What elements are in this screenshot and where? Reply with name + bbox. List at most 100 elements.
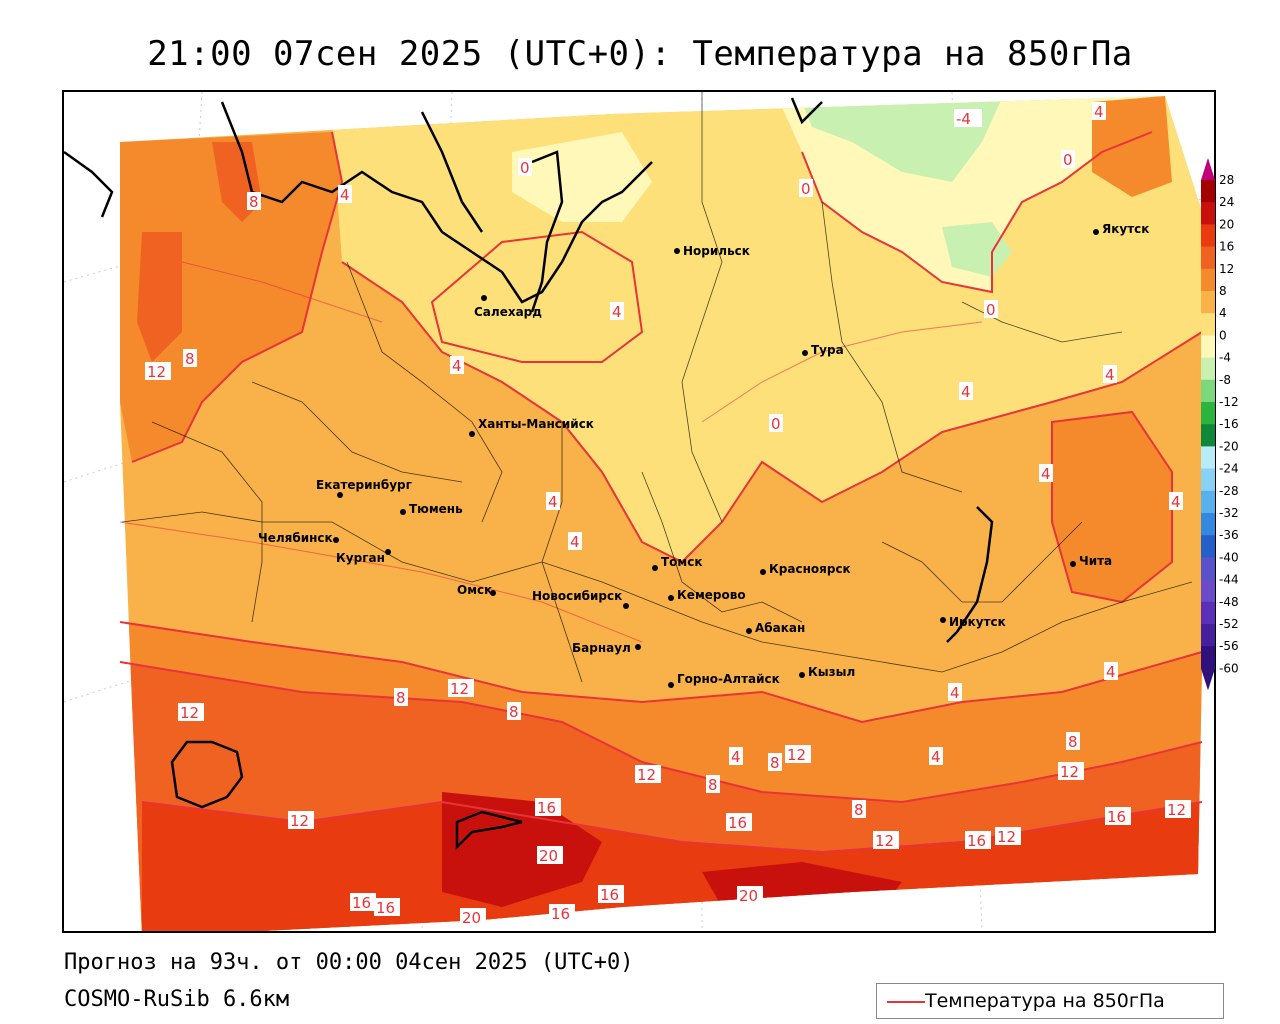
colorbar-tick-label: -52	[1219, 617, 1239, 631]
city-label: Тюмень	[409, 502, 463, 516]
isotherm-label: 4	[948, 683, 962, 702]
city-barnaul: Барнаул	[572, 641, 641, 655]
colorbar-tick-label: -44	[1219, 573, 1239, 587]
svg-text:4: 4	[612, 303, 622, 321]
colorbar-swatch	[1201, 291, 1215, 314]
colorbar-swatch	[1201, 468, 1215, 492]
isotherm-label: 0	[518, 158, 532, 177]
colorbar-max-arrow	[1201, 158, 1215, 180]
city-kurgan: Курган	[336, 549, 391, 565]
colorbar-swatch	[1201, 424, 1215, 447]
coastline	[64, 97, 994, 851]
isotherm-label: 4	[1104, 662, 1118, 681]
isotherm-label: 12	[145, 362, 171, 381]
model-name: COSMO-RuSib 6.6км	[64, 987, 290, 1012]
city-label: Норильск	[683, 244, 750, 258]
city-tura: Тура	[802, 343, 844, 357]
isotherm-label: 4	[546, 492, 560, 511]
svg-text:4: 4	[950, 684, 960, 702]
colorbar-swatch	[1201, 246, 1215, 270]
colorbar-tick-label: -28	[1219, 484, 1239, 498]
svg-text:20: 20	[462, 909, 481, 927]
isotherm-label: 20	[537, 846, 563, 865]
isotherm-label: 16	[598, 885, 624, 904]
svg-text:8: 8	[396, 689, 406, 707]
svg-text:8: 8	[509, 703, 519, 721]
isotherm-label: 0	[1061, 150, 1075, 169]
isotherm-label: 12	[288, 811, 314, 830]
isotherm-label: 16	[374, 898, 400, 917]
isotherm-label: 8	[1066, 732, 1080, 751]
colorbar-tick-label: -60	[1219, 661, 1239, 675]
isotherm-label: 4	[959, 382, 973, 401]
svg-text:12: 12	[180, 704, 199, 722]
isotherm-label: 16	[1105, 807, 1131, 826]
svg-text:4: 4	[1094, 103, 1104, 121]
colorbar-swatch	[1201, 268, 1215, 292]
city-label: Томск	[661, 555, 703, 569]
svg-text:12: 12	[637, 766, 656, 784]
colorbar-swatch	[1201, 446, 1215, 470]
city-chita: Чита	[1070, 554, 1112, 568]
city-label: Челябинск	[258, 531, 333, 545]
colorbar-swatch	[1201, 579, 1215, 603]
svg-text:0: 0	[801, 180, 811, 198]
svg-text:16: 16	[967, 832, 986, 850]
city-chelyabinsk: Челябинск	[258, 531, 339, 545]
svg-text:4: 4	[548, 493, 558, 511]
svg-text:20: 20	[539, 847, 558, 865]
isotherm-label: 0	[799, 179, 813, 198]
temperature-colorbar: 28 24 20 16 12 8 4 0 -4 -8 -12 -16 -20 -24 -28 -32 -36 -4…	[1201, 158, 1239, 690]
colorbar-swatch	[1201, 313, 1215, 336]
isotherm-label: 12	[785, 745, 811, 764]
svg-text:12: 12	[997, 828, 1016, 846]
colorbar-tick-label: -20	[1219, 439, 1239, 453]
city-tomsk: Томск	[652, 555, 703, 571]
colorbar-swatch	[1201, 202, 1215, 225]
city-label: Чита	[1079, 554, 1112, 568]
svg-text:0: 0	[1063, 151, 1073, 169]
map-title: 21:00 07сен 2025 (UTC+0): Температура на…	[147, 34, 1133, 74]
colorbar-tick-label: 16	[1219, 240, 1234, 254]
city-khanty-mansiysk: Ханты-Мансийск	[469, 417, 594, 437]
colorbar-tick-label: -16	[1219, 417, 1239, 431]
isotherm-label: 8	[507, 702, 521, 721]
city-label: Абакан	[755, 621, 805, 635]
svg-text:16: 16	[728, 814, 747, 832]
isotherm-label: 4	[1103, 365, 1117, 384]
colorbar-tick-label: 4	[1219, 306, 1227, 320]
svg-text:-4: -4	[956, 110, 971, 128]
colorbar-swatch	[1201, 379, 1215, 403]
colorbar-swatch	[1201, 490, 1215, 514]
svg-text:4: 4	[931, 748, 941, 766]
isotherm-label: 0	[769, 414, 783, 433]
isotherm-label: 8	[852, 800, 866, 819]
isotherm-label: 0	[984, 300, 998, 319]
temperature-map: Норильск Якутск Салехард Тура Ханты-Манс…	[62, 90, 1216, 933]
isotherm-label: 4	[450, 356, 464, 375]
svg-text:16: 16	[1107, 808, 1126, 826]
city-label: Курган	[336, 551, 385, 565]
svg-text:16: 16	[352, 894, 371, 912]
isotherm-label: 8	[247, 192, 261, 211]
legend: Температура на 850гПа	[876, 983, 1224, 1019]
city-salekhard: Салехард	[474, 295, 542, 319]
colorbar-tick-label: 8	[1219, 284, 1227, 298]
legend-label: Температура на 850гПа	[925, 990, 1165, 1012]
isotherm-label: 4	[338, 185, 352, 204]
map-canvas: Норильск Якутск Салехард Тура Ханты-Манс…	[64, 92, 1214, 931]
colorbar-tick-label: -4	[1219, 351, 1231, 365]
colorbar-swatches	[1201, 158, 1215, 690]
city-novosibirsk: Новосибирск	[532, 589, 629, 609]
city-irkutsk: Иркутск	[940, 615, 1006, 629]
city-label: Горно-Алтайск	[677, 672, 780, 686]
city-label: Кызыл	[808, 665, 855, 679]
isotherm-label: 12	[178, 703, 204, 722]
colorbar-tick-label: -12	[1219, 395, 1239, 409]
colorbar-swatch	[1201, 513, 1215, 536]
isotherm-label: 4	[568, 532, 582, 551]
isotherm-label: 16	[549, 904, 575, 923]
isotherm-label: 12	[1058, 762, 1084, 781]
city-label: Барнаул	[572, 641, 631, 655]
city-markers: Норильск Якутск Салехард Тура Ханты-Манс…	[258, 222, 1149, 688]
